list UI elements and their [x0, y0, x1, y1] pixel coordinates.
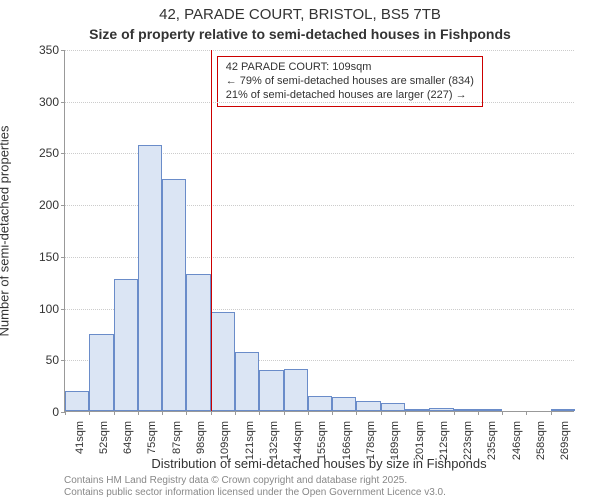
- xtick-label: 269sqm: [559, 421, 571, 460]
- histogram-bar: [162, 179, 186, 411]
- xtick-mark: [65, 411, 66, 415]
- xtick-label: 144sqm: [292, 421, 304, 460]
- ytick-label: 100: [39, 302, 59, 316]
- ytick-mark: [61, 257, 65, 258]
- xtick-mark: [551, 411, 552, 415]
- xtick-mark: [381, 411, 382, 415]
- xtick-label: 258sqm: [535, 421, 547, 460]
- xtick-label: 155sqm: [316, 421, 328, 460]
- xtick-mark: [429, 411, 430, 415]
- ytick-label: 50: [46, 353, 59, 367]
- xtick-label: 235sqm: [486, 421, 498, 460]
- histogram-bar: [332, 397, 356, 411]
- ytick-label: 200: [39, 198, 59, 212]
- histogram-bar: [259, 370, 283, 411]
- ytick-label: 0: [52, 405, 59, 419]
- xtick-mark: [284, 411, 285, 415]
- histogram-bar: [114, 279, 138, 411]
- xtick-mark: [405, 411, 406, 415]
- xtick-label: 41sqm: [74, 421, 86, 454]
- plot-area: 42 PARADE COURT: 109sqm ← 79% of semi-de…: [64, 50, 574, 412]
- chart-title: 42, PARADE COURT, BRISTOL, BS5 7TB: [0, 6, 600, 23]
- ytick-mark: [61, 50, 65, 51]
- xtick-mark: [526, 411, 527, 415]
- xtick-label: 212sqm: [438, 421, 450, 460]
- histogram-bar: [551, 409, 575, 411]
- marker-annotation: 42 PARADE COURT: 109sqm ← 79% of semi-de…: [217, 56, 483, 107]
- gridline: [65, 102, 574, 103]
- histogram-bar: [454, 409, 478, 411]
- footer-line-1: Contains HM Land Registry data © Crown c…: [64, 475, 446, 487]
- xtick-label: 52sqm: [98, 421, 110, 454]
- xtick-mark: [162, 411, 163, 415]
- histogram-bar: [89, 334, 113, 411]
- ytick-label: 150: [39, 250, 59, 264]
- xtick-label: 246sqm: [511, 421, 523, 460]
- footer-line-2: Contains public sector information licen…: [64, 487, 446, 499]
- xtick-mark: [356, 411, 357, 415]
- histogram-chart: 42, PARADE COURT, BRISTOL, BS5 7TB Size …: [0, 0, 600, 500]
- xtick-mark: [259, 411, 260, 415]
- ytick-label: 300: [39, 95, 59, 109]
- xtick-mark: [89, 411, 90, 415]
- xtick-label: 201sqm: [414, 421, 426, 460]
- ytick-mark: [61, 102, 65, 103]
- xtick-label: 223sqm: [462, 421, 474, 460]
- histogram-bar: [211, 312, 235, 411]
- histogram-bar: [138, 145, 162, 411]
- annotation-title: 42 PARADE COURT: 109sqm: [226, 61, 474, 75]
- histogram-bar: [235, 352, 259, 411]
- xtick-label: 98sqm: [195, 421, 207, 454]
- ytick-mark: [61, 309, 65, 310]
- xtick-label: 64sqm: [122, 421, 134, 454]
- histogram-bar: [381, 403, 405, 411]
- histogram-bar: [308, 396, 332, 412]
- xtick-mark: [478, 411, 479, 415]
- x-axis-label: Distribution of semi-detached houses by …: [64, 456, 574, 471]
- histogram-bar: [478, 409, 502, 411]
- ytick-label: 350: [39, 43, 59, 57]
- xtick-label: 189sqm: [389, 421, 401, 460]
- xtick-mark: [138, 411, 139, 415]
- xtick-mark: [332, 411, 333, 415]
- ytick-mark: [61, 153, 65, 154]
- annotation-larger: 21% of semi-detached houses are larger (…: [226, 89, 474, 103]
- y-axis-label: Number of semi-detached properties: [0, 20, 12, 231]
- histogram-bar: [284, 369, 308, 411]
- chart-subtitle: Size of property relative to semi-detach…: [0, 26, 600, 42]
- xtick-label: 166sqm: [341, 421, 353, 460]
- ytick-mark: [61, 360, 65, 361]
- xtick-label: 132sqm: [268, 421, 280, 460]
- histogram-bar: [65, 391, 89, 411]
- xtick-mark: [235, 411, 236, 415]
- xtick-mark: [186, 411, 187, 415]
- xtick-mark: [454, 411, 455, 415]
- histogram-bar: [429, 408, 453, 411]
- xtick-label: 109sqm: [219, 421, 231, 460]
- footer-attribution: Contains HM Land Registry data © Crown c…: [64, 475, 446, 498]
- ytick-label: 250: [39, 146, 59, 160]
- marker-line: [211, 50, 212, 411]
- xtick-label: 121sqm: [244, 421, 256, 460]
- annotation-smaller: ← 79% of semi-detached houses are smalle…: [226, 75, 474, 89]
- histogram-bar: [186, 274, 210, 411]
- histogram-bar: [405, 409, 429, 411]
- xtick-mark: [114, 411, 115, 415]
- xtick-mark: [308, 411, 309, 415]
- ytick-mark: [61, 205, 65, 206]
- xtick-label: 87sqm: [171, 421, 183, 454]
- xtick-label: 75sqm: [146, 421, 158, 454]
- xtick-label: 178sqm: [365, 421, 377, 460]
- histogram-bar: [356, 401, 380, 411]
- gridline: [65, 50, 574, 51]
- xtick-mark: [211, 411, 212, 415]
- xtick-mark: [502, 411, 503, 415]
